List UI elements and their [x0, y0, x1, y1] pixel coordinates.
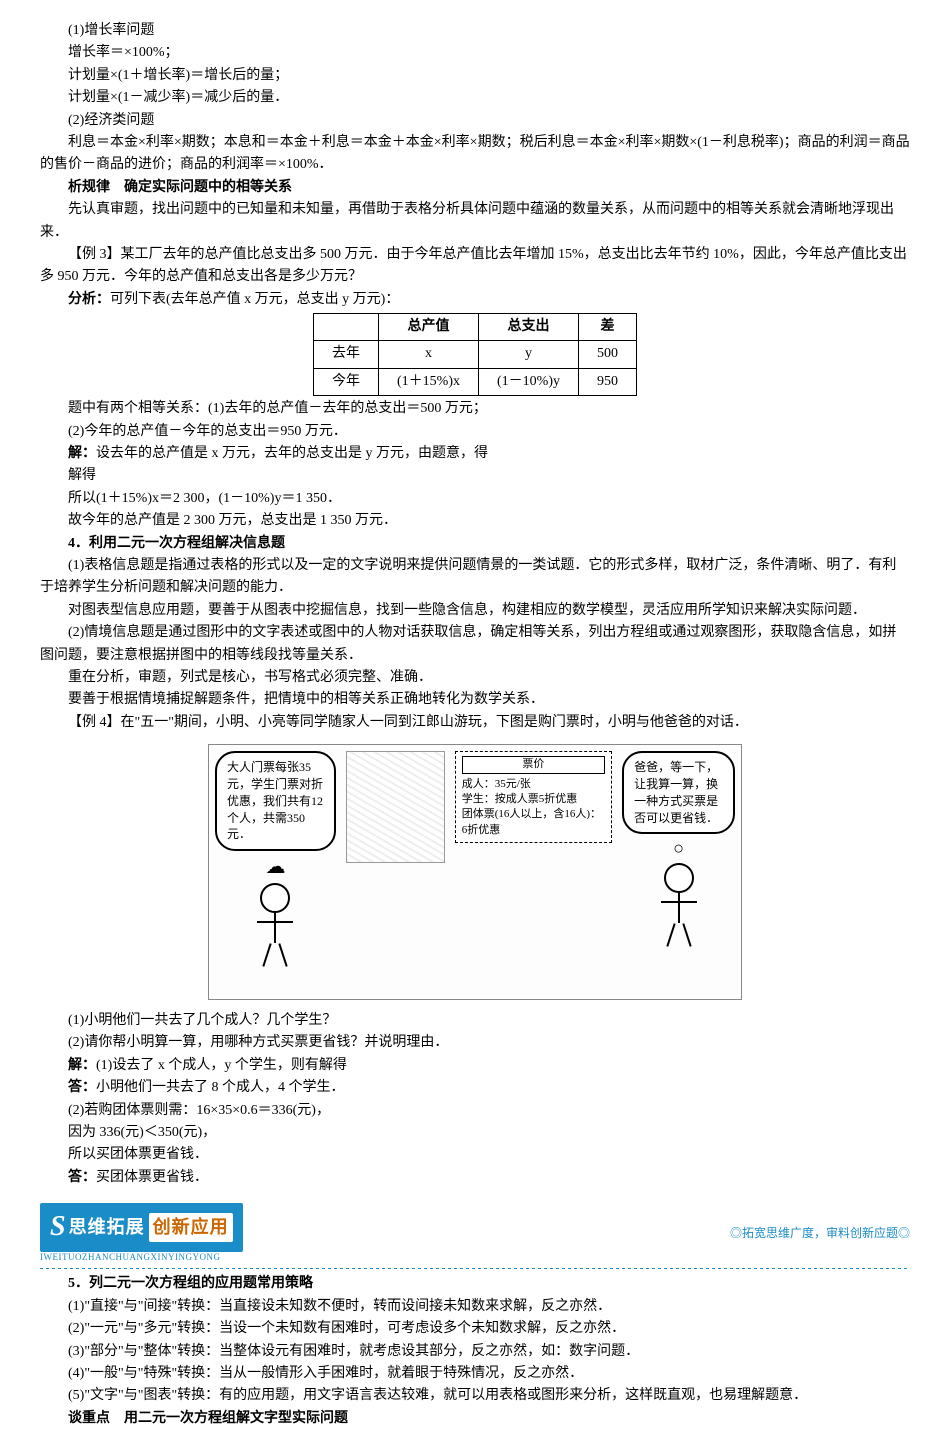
cell-y: y: [479, 341, 579, 368]
relation-1: 题中有两个相等关系：(1)去年的总产值－去年的总支出＝500 万元；: [40, 398, 910, 420]
banner-right-text: ◎拓宽思维广度，审料创新应题◎: [730, 1224, 910, 1243]
sol4-3: 因为 336(元)＜350(元)，: [40, 1122, 910, 1144]
line-rule-body: 先认真审题，找出问题中的已知量和未知量，再借助于表格分析具体问题中蕴涵的数量关系…: [40, 199, 910, 244]
sec4-p3: (2)情境信息题是通过图形中的文字表述或图中的人物对话获取信息，确定相等关系，列…: [40, 622, 910, 667]
example-3: 【例 3】某工厂去年的总产值比总支出多 500 万元．由于今年总产值比去年增加 …: [40, 244, 910, 289]
ans4-2-text: 买团体票更省钱．: [96, 1170, 208, 1185]
banner-sub: 创新应用: [149, 1213, 233, 1242]
th-expense: 总支出: [479, 314, 579, 341]
price-adult: 成人：35元/张: [462, 777, 605, 792]
table-row: 今年 (1＋15%)x (1－10%)y 950: [314, 368, 637, 395]
foot-label: 谈重点: [68, 1411, 110, 1426]
solve-label: 解：: [68, 446, 96, 461]
table-row: 去年 x y 500: [314, 341, 637, 368]
rule-text: 确定实际问题中的相等关系: [110, 180, 292, 195]
price-board: 票价 成人：35元/张 学生：按成人票5折优惠 团体票(16人以上，含16人)：…: [455, 751, 612, 843]
cell-90y: (1－10%)y: [479, 368, 579, 395]
ans4-2: 答：买团体票更省钱．: [40, 1167, 910, 1189]
line-plan-plus: 计划量×(1＋增长率)＝增长后的量；: [40, 65, 910, 87]
dialogue-figure: 大人门票每张35元，学生门票对折优惠，我们共有12个人，共需350元． ☁ 票价…: [208, 744, 742, 1000]
son-icon: [654, 863, 704, 973]
analysis-text: 可列下表(去年总产值 x 万元，总支出 y 万元)：: [110, 292, 399, 307]
father-bubble: 大人门票每张35元，学生门票对折优惠，我们共有12个人，共需350元．: [215, 751, 336, 851]
sec4-title: 4．利用二元一次方程组解决信息题: [40, 533, 910, 555]
banner-s-icon: S: [50, 1205, 67, 1250]
table-header-row: 总产值 总支出 差: [314, 314, 637, 341]
solve-line-4: 故今年的总产值是 2 300 万元，总支出是 1 350 万元．: [40, 510, 910, 532]
solve-line-3: 所以(1＋15%)x＝2 300，(1－10%)y＝1 350．: [40, 488, 910, 510]
line-econ-body: 利息＝本金×利率×期数；本息和＝本金＋利息＝本金＋本金×利率×期数；税后利息＝本…: [40, 132, 910, 177]
banner-title: 思维拓展: [69, 1213, 145, 1242]
banner-divider: [40, 1268, 910, 1269]
th-diff: 差: [579, 314, 637, 341]
sec5-l5: (5)"文字"与"图表"转换：有的应用题，用文字语言表达较难，就可以用表格或图形…: [40, 1385, 910, 1407]
solve-label-4: 解：: [68, 1058, 96, 1073]
value-table: 总产值 总支出 差 去年 x y 500 今年 (1＋15%)x (1－10%)…: [313, 313, 637, 396]
q2: (2)请你帮小明算一算，用哪种方式买票更省钱？并说明理由．: [40, 1032, 910, 1054]
sec4-p4: 重在分析，审题，列式是核心，书写格式必须完整、准确．: [40, 667, 910, 689]
line-growth-title: (1)增长率问题: [40, 20, 910, 42]
sol4-2: (2)若购团体票则需：16×35×0.6＝336(元)，: [40, 1100, 910, 1122]
sec5-l4: (4)"一般"与"特殊"转换：当从一般情形入手困难时，就着眼于特殊情况，反之亦然…: [40, 1363, 910, 1385]
price-title: 票价: [462, 756, 605, 773]
sol4-1-text: (1)设去了 x 个成人，y 个学生，则有解得: [96, 1058, 347, 1073]
cell-500: 500: [579, 341, 637, 368]
foot-text: 用二元一次方程组解文字型实际问题: [110, 1411, 348, 1426]
sec5-foot: 谈重点 用二元一次方程组解文字型实际问题: [40, 1408, 910, 1430]
example-4: 【例 4】在"五一"期间，小明、小亮等同学随家人一同到江郎山游玩，下图是购门票时…: [40, 712, 910, 734]
section-banner: S 思维拓展 创新应用 IWEITUOZHANCHUANGXINYINGYONG…: [40, 1203, 910, 1264]
cell-115x: (1＋15%)x: [379, 368, 479, 395]
sec5-title: 5．列二元一次方程组的应用题常用策略: [40, 1273, 910, 1295]
answer-label-2: 答：: [68, 1170, 96, 1185]
solve-line-1: 解：设去年的总产值是 x 万元，去年的总支出是 y 万元，由题意，得: [40, 443, 910, 465]
q1: (1)小明他们一共去了几个成人？几个学生？: [40, 1010, 910, 1032]
th-blank: [314, 314, 379, 341]
price-student: 学生：按成人票5折优惠: [462, 792, 605, 807]
banner-pinyin: IWEITUOZHANCHUANGXINYINGYONG: [40, 1250, 243, 1264]
cell-950: 950: [579, 368, 637, 395]
solve-text-1: 设去年的总产值是 x 万元，去年的总支出是 y 万元，由题意，得: [96, 446, 488, 461]
cell-thisyear: 今年: [314, 368, 379, 395]
th-output: 总产值: [379, 314, 479, 341]
line-plan-minus: 计划量×(1－减少率)＝减少后的量．: [40, 87, 910, 109]
father-icon: [250, 883, 300, 993]
cell-lastyear: 去年: [314, 341, 379, 368]
sec4-p5: 要善于根据情境捕捉解题条件，把情境中的相等关系正确地转化为数学关系．: [40, 689, 910, 711]
sol4-1: 解：(1)设去了 x 个成人，y 个学生，则有解得: [40, 1055, 910, 1077]
relation-2: (2)今年的总产值－今年的总支出＝950 万元．: [40, 421, 910, 443]
analysis-label: 分析：: [68, 292, 110, 307]
ans4-1-text: 小明他们一共去了 8 个成人，4 个学生．: [96, 1080, 345, 1095]
line-rule: 析规律 确定实际问题中的相等关系: [40, 177, 910, 199]
sec5-l1: (1)"直接"与"间接"转换：当直接设未知数不便时，转而设间接未知数来求解，反之…: [40, 1296, 910, 1318]
son-bubble: 爸爸，等一下，让我算一算，换一种方式买票是否可以更省钱．: [622, 751, 735, 834]
ans4-1: 答：小明他们一共去了 8 个成人，4 个学生．: [40, 1077, 910, 1099]
sol4-4: 所以买团体票更省钱．: [40, 1144, 910, 1166]
line-econ-title: (2)经济类问题: [40, 110, 910, 132]
line-growth-formula: 增长率＝×100%；: [40, 42, 910, 64]
mountain-icon: [346, 751, 445, 863]
solve-line-2: 解得: [40, 465, 910, 487]
sec4-p2: 对图表型信息应用题，要善于从图表中挖掘信息，找到一些隐含信息，构建相应的数学模型…: [40, 600, 910, 622]
rule-label: 析规律: [68, 180, 110, 195]
cell-x: x: [379, 341, 479, 368]
answer-label-1: 答：: [68, 1080, 96, 1095]
sec4-p1: (1)表格信息题是指通过表格的形式以及一定的文字说明来提供问题情景的一类试题．它…: [40, 555, 910, 600]
analysis-line: 分析：可列下表(去年总产值 x 万元，总支出 y 万元)：: [40, 289, 910, 311]
price-group: 团体票(16人以上，含16人)：6折优惠: [462, 807, 605, 838]
sec5-l2: (2)"一元"与"多元"转换：当设一个未知数有困难时，可考虑设多个未知数求解，反…: [40, 1318, 910, 1340]
banner-logo: S 思维拓展 创新应用: [40, 1203, 243, 1252]
